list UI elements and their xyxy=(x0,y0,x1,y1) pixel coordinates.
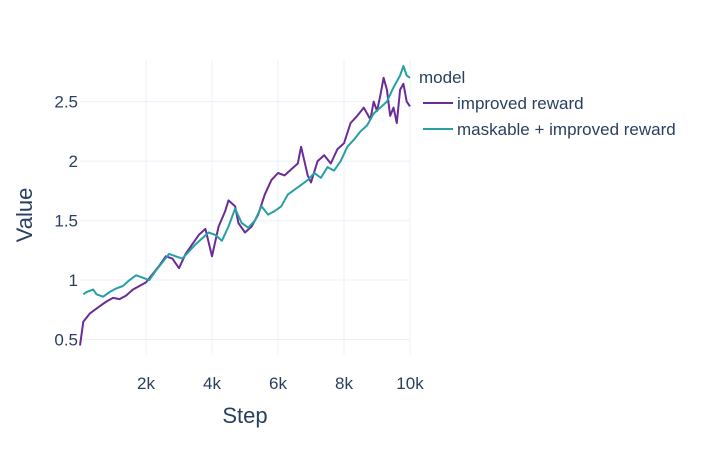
x-tick-label: 4k xyxy=(203,374,221,393)
y-tick-label: 0.5 xyxy=(54,331,78,350)
legend-label: maskable + improved reward xyxy=(457,120,676,139)
y-tick-label: 2.5 xyxy=(54,93,78,112)
x-tick-label: 2k xyxy=(137,374,155,393)
series-lines xyxy=(79,64,411,346)
legend-item-improved-reward[interactable]: improved reward xyxy=(423,94,584,113)
y-tick-label: 1 xyxy=(69,271,78,290)
legend[interactable]: model improved reward maskable + improve… xyxy=(419,68,676,139)
legend-label: improved reward xyxy=(457,94,584,113)
y-tick-label: 2 xyxy=(69,152,78,171)
y-axis-ticks: 0.5 1 1.5 2 2.5 xyxy=(54,93,78,350)
series-line-maskable-improved-reward[interactable] xyxy=(82,64,411,298)
legend-item-maskable-improved-reward[interactable]: maskable + improved reward xyxy=(423,120,676,139)
y-tick-label: 1.5 xyxy=(54,212,78,231)
legend-title: model xyxy=(419,68,465,87)
x-axis-ticks: 2k 4k 6k 8k 10k xyxy=(137,374,424,393)
x-tick-label: 8k xyxy=(335,374,353,393)
gridlines xyxy=(80,60,411,355)
x-axis-title: Step xyxy=(222,403,267,428)
x-tick-label: 6k xyxy=(269,374,287,393)
x-tick-label: 10k xyxy=(396,374,424,393)
y-axis-title: Value xyxy=(12,188,37,243)
series-line-improved-reward[interactable] xyxy=(79,76,411,346)
